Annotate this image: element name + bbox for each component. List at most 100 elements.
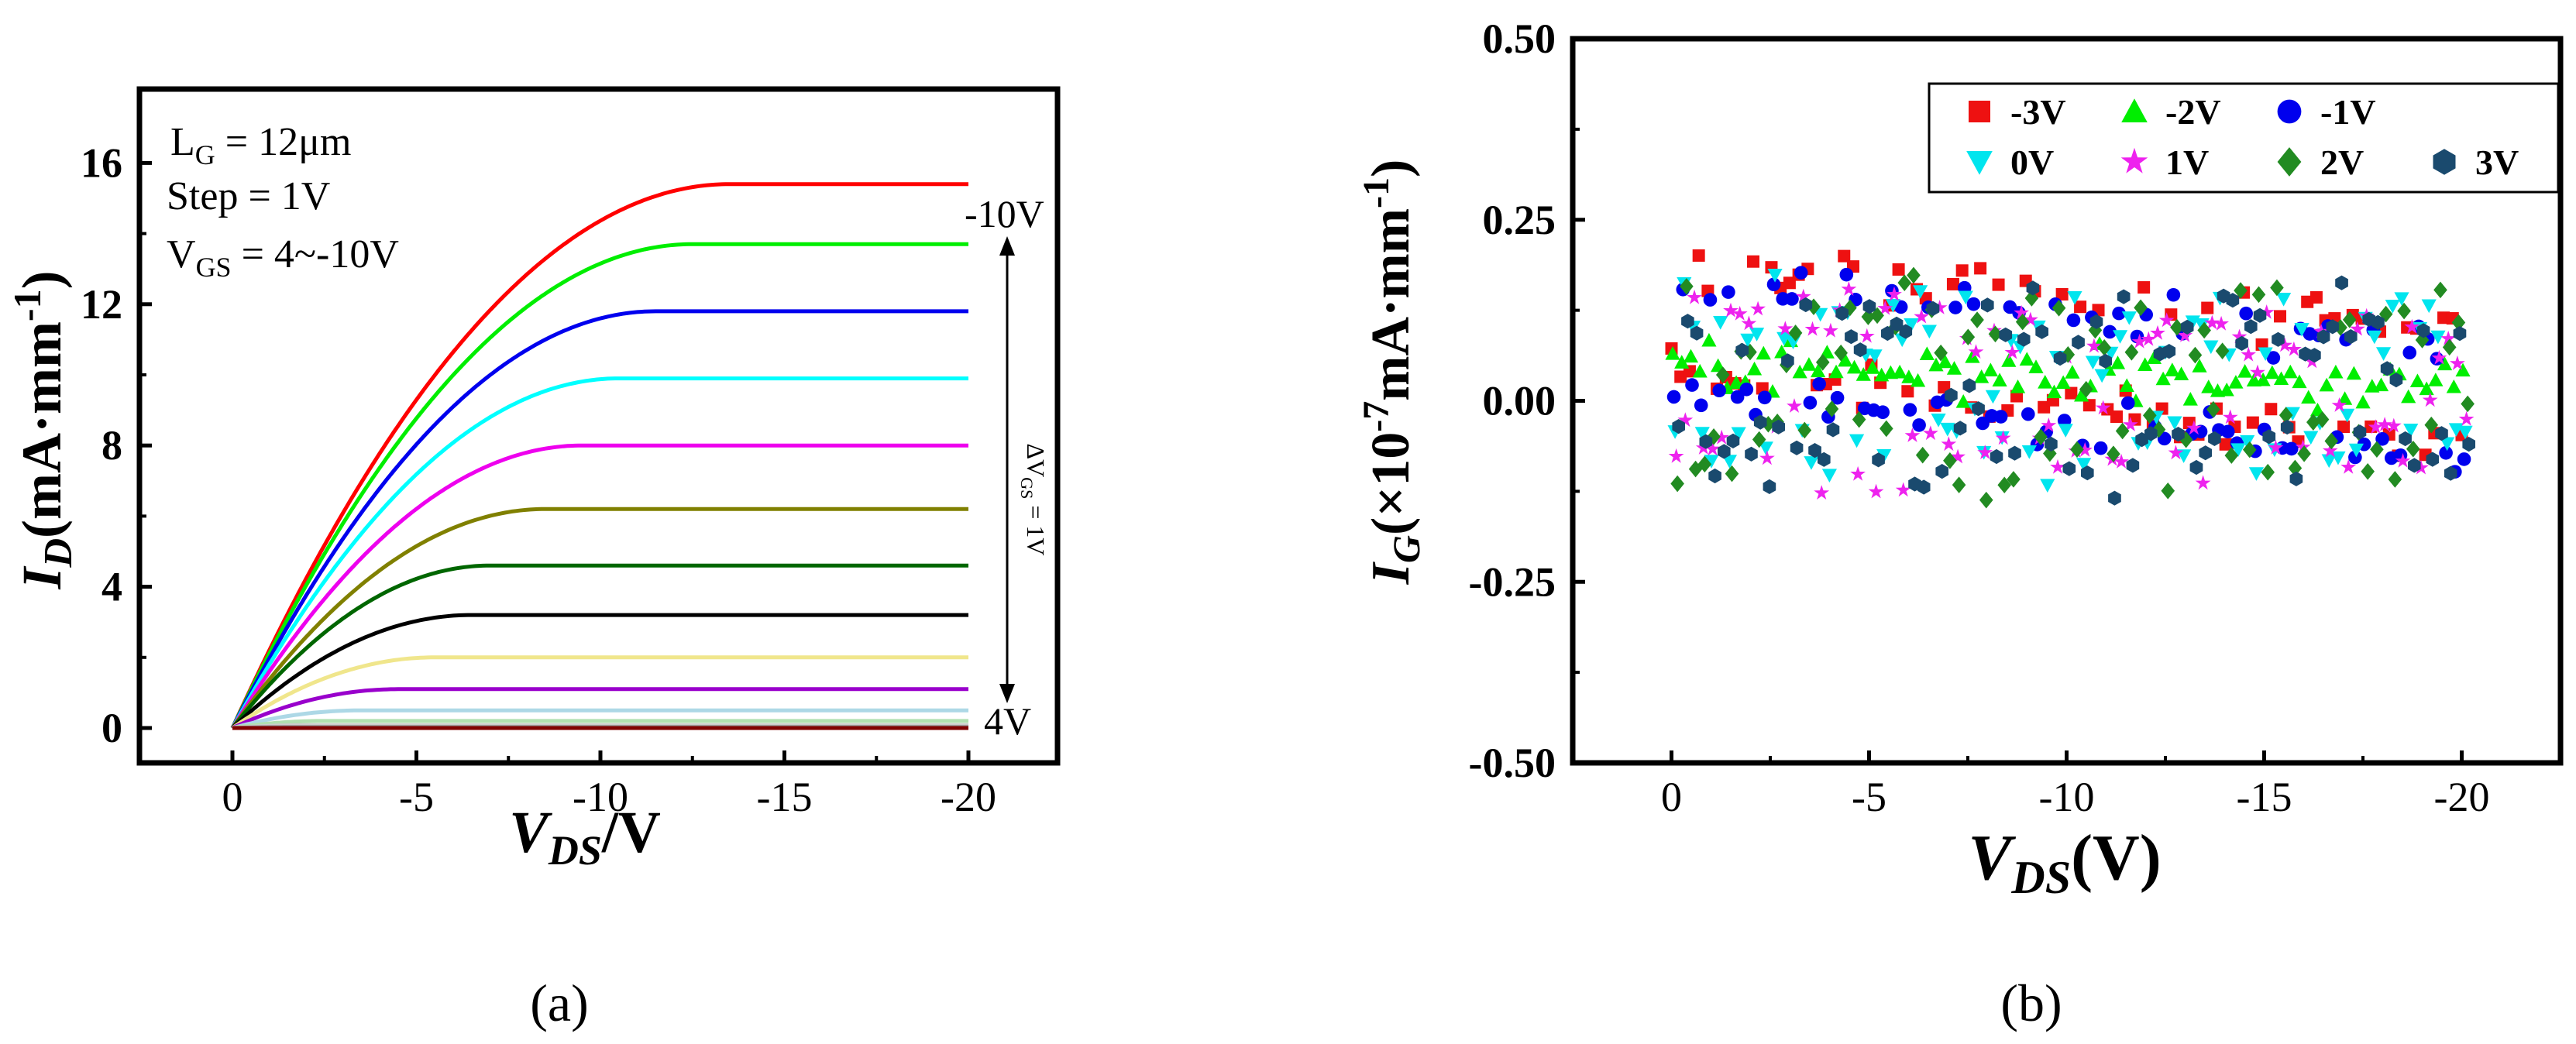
point--1V bbox=[1666, 390, 1681, 404]
point-3V bbox=[2344, 329, 2358, 345]
point--2V bbox=[2028, 359, 2044, 373]
point--2V bbox=[2401, 389, 2416, 404]
point-2V bbox=[2342, 311, 2357, 328]
legend-label: -1V bbox=[2320, 92, 2376, 132]
point-3V bbox=[2208, 431, 2221, 446]
point--2V bbox=[2373, 377, 2389, 392]
point--1V bbox=[1976, 416, 1990, 431]
point-3V bbox=[2272, 331, 2285, 347]
point-3V bbox=[2253, 307, 2267, 323]
point-1V bbox=[2404, 318, 2420, 334]
point--2V bbox=[1701, 332, 1717, 347]
point-0V bbox=[2294, 323, 2309, 337]
x-tick-label: -20 bbox=[941, 774, 996, 820]
point--1V bbox=[1730, 390, 1745, 404]
point--2V bbox=[1692, 363, 1708, 378]
caption-b: (b) bbox=[2000, 974, 2062, 1032]
y-tick-label: 12 bbox=[81, 281, 122, 328]
y-tick-label: 0.50 bbox=[1483, 15, 1556, 62]
point--1V bbox=[2375, 431, 2389, 446]
point--1V bbox=[2439, 445, 2453, 460]
point-2V bbox=[2388, 471, 2402, 488]
point--2V bbox=[1801, 357, 1817, 371]
point-3V bbox=[1917, 479, 1931, 495]
point-3V bbox=[2089, 314, 2103, 329]
point-1V bbox=[2331, 397, 2347, 412]
point-0V bbox=[2330, 451, 2346, 465]
point--1V bbox=[1685, 378, 1699, 392]
point-2V bbox=[2188, 346, 2203, 364]
point-3V bbox=[2144, 426, 2158, 441]
point-1V bbox=[1941, 436, 1957, 452]
point-3V bbox=[1990, 448, 2003, 465]
point--2V bbox=[1983, 362, 1998, 377]
point-0V bbox=[2394, 292, 2409, 306]
point-2V bbox=[2215, 342, 2230, 359]
point-3V bbox=[1862, 299, 1876, 314]
arrow-head-up bbox=[999, 236, 1015, 256]
point--2V bbox=[2137, 357, 2153, 372]
point-0V bbox=[2385, 300, 2400, 314]
x-tick-label: -15 bbox=[2237, 774, 2292, 820]
point--2V bbox=[2428, 373, 2444, 386]
y-tick-label: 0.00 bbox=[1483, 378, 1556, 424]
legend: -3V -2V -1V 0V 1V 2V 3V bbox=[1928, 82, 2560, 194]
point-0V bbox=[2375, 347, 2392, 361]
point--2V bbox=[2001, 353, 2017, 367]
point-2V bbox=[1943, 452, 1957, 469]
annotation-lg: LG = 12μm bbox=[170, 120, 351, 170]
curve--9V bbox=[230, 242, 968, 730]
point-0V bbox=[1721, 455, 1738, 469]
point-1V bbox=[2095, 400, 2111, 415]
point-2V bbox=[1725, 465, 1739, 483]
point-2V bbox=[2134, 299, 2148, 317]
point-1V bbox=[2023, 311, 2038, 327]
point--3V bbox=[1992, 278, 2005, 291]
point-0V bbox=[2112, 330, 2128, 344]
point-3V bbox=[2380, 361, 2394, 376]
point--2V bbox=[2182, 392, 2198, 406]
point-3V bbox=[2416, 323, 2430, 338]
point--3V bbox=[1901, 385, 1914, 398]
point-2V bbox=[2034, 428, 2048, 446]
point--1V bbox=[1993, 410, 2008, 424]
point-0V bbox=[1740, 333, 1756, 348]
point-1V bbox=[1687, 289, 1702, 304]
point--3V bbox=[1946, 277, 1959, 290]
point--1V bbox=[2266, 351, 2281, 365]
point-0V bbox=[1885, 298, 1901, 313]
point-1V bbox=[2340, 458, 2357, 474]
point--2V bbox=[2228, 375, 2244, 389]
curve--10V bbox=[230, 182, 968, 730]
point-3V bbox=[2289, 471, 2303, 486]
scatter-points bbox=[1665, 249, 2475, 509]
point-1V bbox=[2440, 330, 2457, 345]
point-2V bbox=[2070, 441, 2084, 458]
point-2V bbox=[1988, 325, 2003, 343]
point--3V bbox=[2219, 438, 2232, 451]
point-0V bbox=[2303, 431, 2319, 445]
point-1V bbox=[1877, 300, 1893, 315]
point-2V bbox=[2097, 338, 2111, 356]
point--2V bbox=[1756, 345, 1771, 360]
point--2V bbox=[2019, 352, 2034, 366]
point--1V bbox=[1785, 292, 1799, 306]
point-1V bbox=[2050, 458, 2065, 474]
point-0V bbox=[2321, 454, 2337, 469]
point-3V bbox=[1899, 324, 1913, 339]
point-2V bbox=[2397, 302, 2411, 320]
curve--1V bbox=[231, 687, 968, 730]
point-3V bbox=[2462, 437, 2475, 452]
point-1V bbox=[1795, 288, 1811, 304]
point-1V bbox=[1904, 428, 1921, 442]
point--2V bbox=[2419, 381, 2434, 396]
point-3V bbox=[2117, 289, 2131, 304]
point--2V bbox=[1919, 346, 1935, 360]
point--3V bbox=[2265, 403, 2278, 416]
point-1V bbox=[2041, 417, 2057, 432]
point--2V bbox=[2237, 364, 2253, 378]
point-0V bbox=[1931, 414, 1946, 428]
point--1V bbox=[2093, 441, 2108, 455]
point-3V bbox=[2280, 419, 2294, 435]
point-3V bbox=[2126, 458, 2140, 473]
